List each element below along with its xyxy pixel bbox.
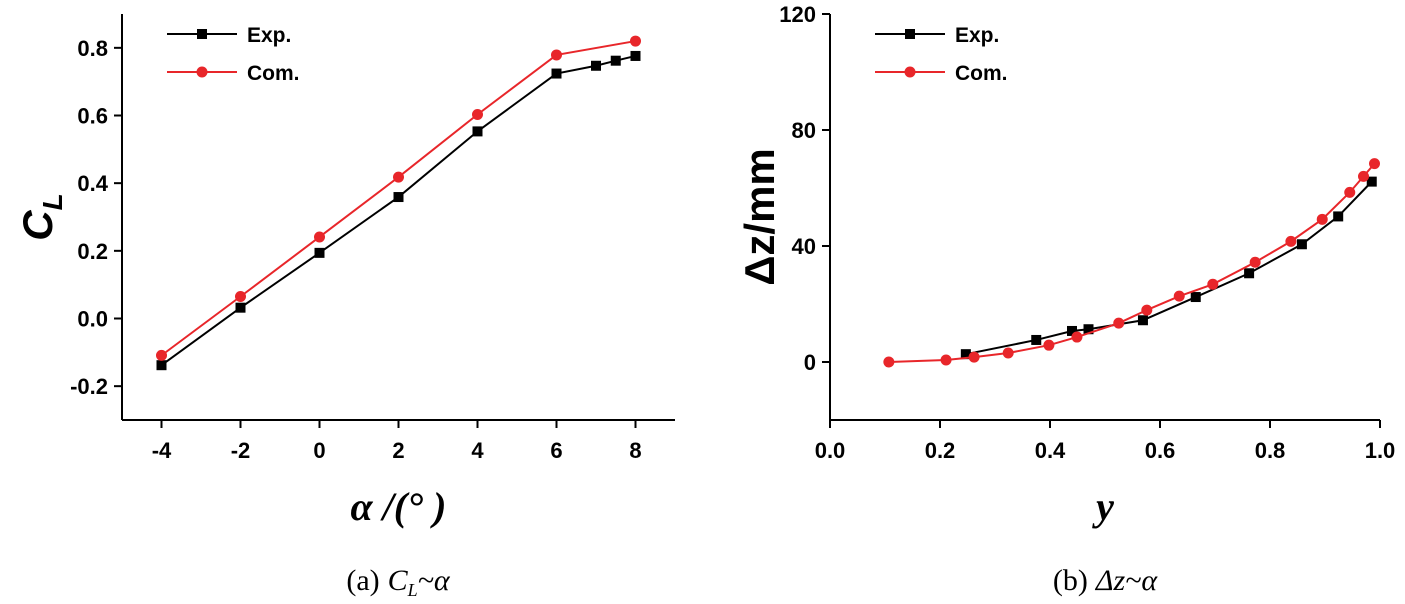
marker <box>314 231 325 243</box>
marker <box>551 68 562 79</box>
x-tick-label: 0.4 <box>1035 438 1066 463</box>
marker <box>314 247 325 258</box>
x-tick-label: 2 <box>392 438 404 463</box>
y-tick-label: 0.0 <box>77 307 108 332</box>
y-axis-label: CL <box>14 193 68 240</box>
marker <box>591 60 601 71</box>
x-tick-label: -2 <box>231 438 251 463</box>
marker <box>1333 211 1344 222</box>
legend-marker <box>196 66 208 78</box>
x-axis-label: y <box>1092 484 1114 529</box>
y-tick-label: 0.6 <box>77 104 108 129</box>
marker <box>1366 176 1377 187</box>
series-line <box>888 162 1376 363</box>
marker <box>630 50 641 61</box>
y-axis-label-main: C <box>14 210 61 241</box>
marker <box>1316 213 1328 225</box>
legend-label: Exp. <box>247 24 291 47</box>
marker <box>1071 331 1083 343</box>
marker <box>1043 339 1055 351</box>
caption-math: Δz~α <box>1095 564 1159 597</box>
y-tick-label: 0.2 <box>77 239 108 264</box>
legend-marker <box>905 29 915 39</box>
marker <box>1244 268 1255 279</box>
y-axis-label: Δz/mm <box>736 148 783 286</box>
y-tick-label: -0.2 <box>70 374 108 399</box>
marker <box>1083 324 1094 335</box>
x-tick-label: 4 <box>471 438 484 463</box>
caption-sub: L <box>407 580 418 600</box>
x-tick-label: 1.0 <box>1365 438 1396 463</box>
marker <box>156 349 167 361</box>
marker <box>235 302 246 313</box>
marker <box>968 351 980 363</box>
marker <box>472 108 483 120</box>
marker <box>630 35 641 47</box>
x-tick-label: -4 <box>152 438 172 463</box>
x-tick-label: 6 <box>550 438 562 463</box>
marker <box>940 354 952 366</box>
marker <box>1137 315 1148 326</box>
marker <box>1358 170 1369 182</box>
marker <box>883 356 895 368</box>
y-tick-label: 40 <box>792 234 816 259</box>
y-axis-label-sub: L <box>37 193 68 210</box>
marker <box>960 349 971 360</box>
legend-label: Exp. <box>955 24 999 47</box>
marker <box>1002 347 1014 359</box>
marker <box>472 126 483 137</box>
legend-label: Com. <box>955 62 1008 85</box>
caption: (a) CL~α <box>346 564 451 600</box>
x-axis-label: α /(° ) <box>351 484 447 529</box>
x-tick-label: 0 <box>313 438 325 463</box>
x-tick-label: 0.0 <box>815 438 846 463</box>
marker <box>1296 239 1307 250</box>
marker <box>1190 292 1201 303</box>
marker <box>1113 317 1125 329</box>
x-tick-label: 0.6 <box>1145 438 1176 463</box>
y-tick-label: 80 <box>792 118 816 143</box>
marker <box>1141 304 1153 316</box>
marker <box>1285 235 1297 247</box>
y-tick-label: 0.4 <box>77 171 108 196</box>
marker <box>610 55 621 66</box>
marker <box>156 360 167 371</box>
marker <box>235 291 246 303</box>
marker <box>1067 325 1077 336</box>
y-tick-label: 0 <box>804 350 816 375</box>
marker <box>1207 278 1219 290</box>
y-axis-label-main: Δz/mm <box>736 148 783 286</box>
marker <box>551 49 562 61</box>
caption-label: (b) <box>1053 564 1088 597</box>
series-line <box>160 54 636 366</box>
y-tick-label: 120 <box>779 2 816 27</box>
series-line <box>965 180 1373 356</box>
legend-marker <box>904 66 916 78</box>
x-tick-label: 0.8 <box>1255 438 1286 463</box>
legend-label: Com. <box>247 62 300 85</box>
legend-marker <box>197 29 207 39</box>
marker <box>1369 158 1380 170</box>
marker <box>1344 186 1356 198</box>
caption-math: C <box>388 564 409 597</box>
caption-label: (a) <box>346 564 379 597</box>
caption-rest: ~α <box>418 564 451 597</box>
marker <box>1173 290 1185 302</box>
marker <box>393 171 404 183</box>
marker <box>1031 334 1042 345</box>
x-tick-label: 8 <box>629 438 641 463</box>
marker <box>1249 256 1261 268</box>
marker <box>393 192 404 203</box>
x-tick-label: 0.2 <box>925 438 956 463</box>
caption: (b) Δz~α <box>1053 564 1158 597</box>
y-tick-label: 0.8 <box>77 36 108 61</box>
